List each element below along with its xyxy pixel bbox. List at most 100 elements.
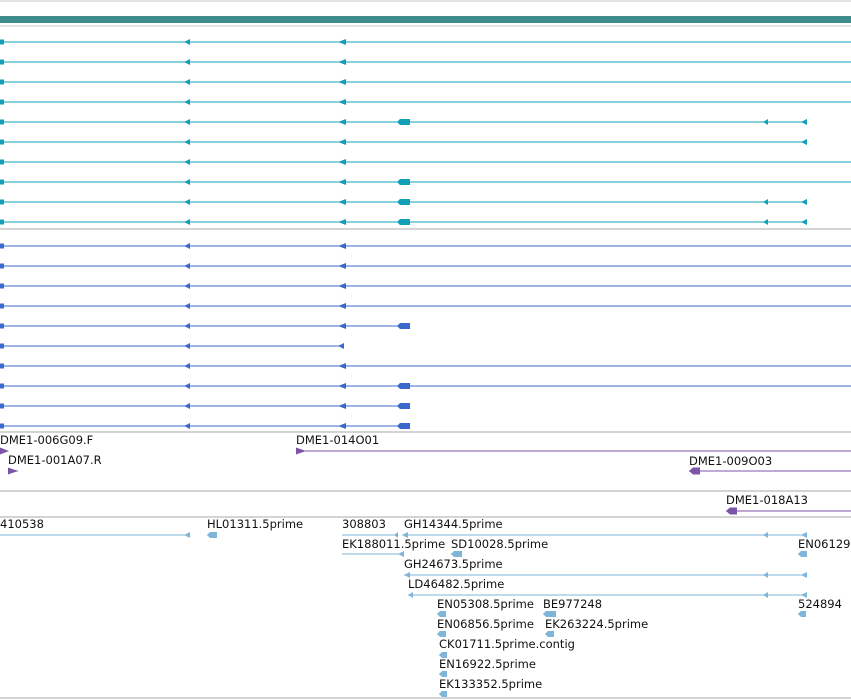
strand-arrow-icon [763, 199, 768, 205]
blue-transcript[interactable] [0, 243, 851, 249]
strand-arrow-icon [763, 592, 768, 598]
est-feature[interactable]: EN06856.5prime [437, 617, 534, 637]
est-label: 410538 [0, 517, 44, 531]
est-label: CK01711.5prime.contig [439, 637, 575, 651]
strand-arrow-icon [338, 79, 346, 85]
est-exon-box [440, 631, 446, 637]
strand-arrow-icon [397, 383, 400, 389]
strand-arrow-icon [763, 572, 768, 578]
est-label: HL01311.5prime [207, 517, 303, 531]
est-track: 410538 HL01311.5prime 308803 GH14344.5prime… [0, 517, 850, 697]
teal-transcript[interactable] [0, 79, 851, 85]
strand-arrow-icon [402, 532, 408, 538]
exon-box [400, 219, 410, 225]
clone-label: DME1-006G09.F [0, 433, 93, 447]
est-feature[interactable]: EK133352.5prime [439, 677, 542, 697]
est-feature[interactable]: EN06129 [798, 537, 850, 557]
teal-transcript-track [0, 39, 851, 225]
est-feature[interactable]: GH24673.5prime [404, 557, 807, 578]
strand-arrow-icon [397, 199, 400, 205]
strand-arrow-icon [394, 532, 398, 538]
clone-label: DME1-001A07.R [8, 453, 102, 467]
est-feature[interactable]: EK263224.5prime [545, 617, 648, 637]
est-feature[interactable]: BE977248 [543, 597, 602, 617]
est-feature[interactable]: GH14344.5prime [402, 517, 807, 538]
teal-transcript[interactable] [0, 139, 807, 145]
est-feature[interactable]: HL01311.5prime [207, 517, 303, 538]
est-feature[interactable]: LD46482.5prime [408, 577, 807, 598]
est-exon-box [442, 691, 447, 697]
strand-arrow-icon [184, 199, 190, 205]
blue-transcript[interactable] [0, 363, 851, 369]
strand-arrow-icon [338, 179, 346, 185]
strand-arrow-icon [338, 199, 346, 205]
exon-box [0, 343, 4, 349]
clone-end-track: DME1-006G09.F DME1-001A07.R DME1-014O01 DME… [0, 433, 851, 515]
blue-transcript[interactable] [0, 323, 410, 329]
strand-arrow-icon [338, 139, 346, 145]
est-feature[interactable]: CK01711.5prime.contig [439, 637, 575, 658]
exon-box [400, 119, 410, 125]
strand-arrow-icon [801, 572, 807, 578]
strand-arrow-icon [798, 551, 801, 557]
exon-box [0, 323, 4, 329]
strand-arrow-icon [437, 631, 440, 637]
clone-feature[interactable]: DME1-014O01 [296, 433, 851, 455]
exon-box [0, 99, 4, 105]
clone-feature[interactable]: DME1-018A13 [726, 493, 851, 515]
blue-transcript-track [0, 243, 851, 429]
strand-arrow-icon [338, 119, 346, 125]
strand-arrow-icon [184, 323, 190, 329]
teal-transcript[interactable] [0, 59, 851, 65]
strand-arrow-icon [543, 611, 546, 617]
est-feature[interactable]: SD10028.5prime [451, 537, 548, 557]
strand-arrow-icon [397, 119, 400, 125]
est-exon-box [546, 611, 556, 617]
exon-box [400, 423, 410, 429]
exon-box [400, 403, 410, 409]
est-label: GH24673.5prime [404, 557, 503, 571]
teal-transcript[interactable] [0, 179, 851, 185]
est-feature[interactable]: 308803 [342, 517, 398, 538]
strand-arrow-icon [184, 303, 190, 309]
est-feature[interactable]: EN05308.5prime [437, 597, 534, 617]
clone-feature[interactable]: DME1-009O03 [689, 454, 851, 475]
est-label: GH14344.5prime [404, 517, 503, 531]
strand-arrow-icon [184, 283, 190, 289]
teal-transcript[interactable] [0, 199, 807, 205]
teal-transcript[interactable] [0, 159, 851, 165]
strand-arrow-icon [184, 532, 190, 538]
teal-transcript[interactable] [0, 39, 851, 45]
clone-feature[interactable]: DME1-001A07.R [8, 453, 102, 475]
strand-arrow-icon [184, 79, 190, 85]
blue-transcript[interactable] [0, 383, 851, 389]
exon-box [0, 403, 4, 409]
blue-transcript[interactable] [0, 283, 851, 289]
teal-transcript[interactable] [0, 119, 807, 125]
strand-arrow-icon [439, 691, 442, 697]
est-feature[interactable]: 410538 [0, 517, 190, 538]
teal-transcript[interactable] [0, 99, 851, 105]
strand-arrow-icon [801, 219, 807, 225]
teal-transcript[interactable] [0, 219, 807, 225]
exon-box [0, 199, 4, 205]
blue-transcript[interactable] [0, 303, 851, 309]
strand-arrow-icon [184, 403, 190, 409]
exon-box [0, 263, 4, 269]
est-exon-box [210, 532, 217, 538]
strand-arrow-icon [801, 199, 807, 205]
clone-feature[interactable]: DME1-006G09.F [0, 433, 93, 455]
blue-transcript[interactable] [0, 423, 410, 429]
est-feature[interactable]: EK188011.5prime [342, 537, 445, 557]
est-feature[interactable]: 524894 [798, 597, 842, 617]
blue-transcript[interactable] [0, 343, 344, 349]
blue-transcript[interactable] [0, 263, 851, 269]
blue-transcript[interactable] [0, 403, 410, 409]
strand-arrow-icon [338, 243, 346, 249]
exon-box [0, 159, 4, 165]
exon-box [0, 139, 4, 145]
est-feature[interactable]: EN16922.5prime [439, 657, 536, 677]
clone-arrow-icon [8, 467, 18, 475]
strand-arrow-icon [184, 179, 190, 185]
